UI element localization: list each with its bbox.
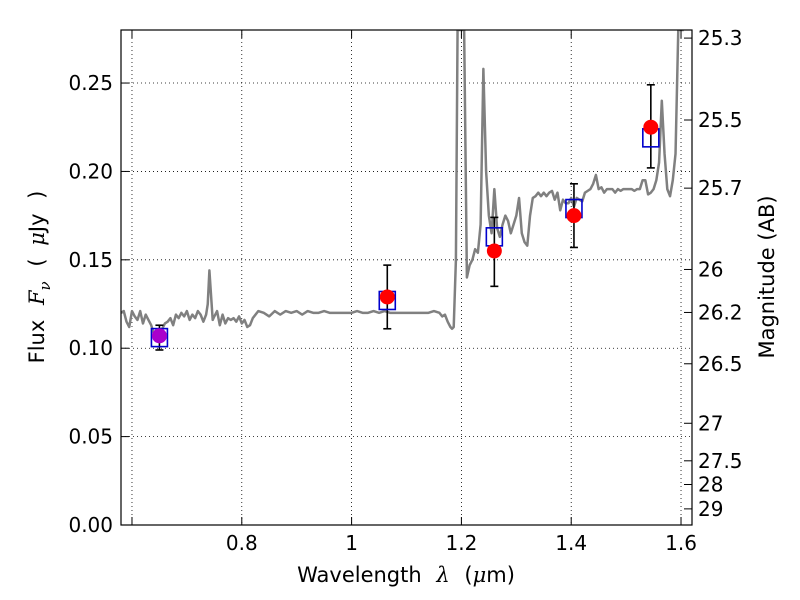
plot-frame xyxy=(120,29,693,526)
y-tick-label: 0.15 xyxy=(68,248,113,272)
x-tick-label: 0.8 xyxy=(226,531,258,555)
x-tick-label: 1.6 xyxy=(665,531,697,555)
observed-point xyxy=(643,119,659,135)
y-axis-unit-close: ) xyxy=(25,191,49,199)
spectrum-line xyxy=(121,30,684,343)
y-tick-label: 0.00 xyxy=(68,513,113,537)
y2-tick-label: 26.5 xyxy=(698,352,743,376)
grid xyxy=(121,30,692,526)
y2-tick-label: 28 xyxy=(698,473,723,497)
spectrum-layer xyxy=(121,30,684,343)
x-axis-title: Wavelength λ (μm) xyxy=(297,563,515,587)
y2-tick-label: 25.3 xyxy=(698,26,743,50)
y-tick-label: 0.20 xyxy=(68,159,113,183)
x-axis-unit-mu: μ xyxy=(473,563,487,587)
y-tick-label: 0.05 xyxy=(68,425,113,449)
y2-tick-label: 25.7 xyxy=(698,176,743,200)
y2-tick-label: 26 xyxy=(698,257,723,281)
x-tick-label: 1 xyxy=(345,531,358,555)
y2-tick-label: 27.5 xyxy=(698,449,743,473)
x-axis-title-text: Wavelength xyxy=(297,563,422,587)
y-tick-label: 0.10 xyxy=(68,336,113,360)
x-axis-unit-rest: m) xyxy=(486,563,515,587)
y-axis-title-text: Flux xyxy=(25,320,49,364)
y-axis-symbol-sub: ν xyxy=(36,281,54,290)
x-tick-label: 1.4 xyxy=(555,531,587,555)
y-axis-unit-open: ( xyxy=(25,258,49,266)
points-layer xyxy=(150,84,660,351)
observed-point xyxy=(486,243,502,259)
y-tick-label: 0.25 xyxy=(68,71,113,95)
y2-tick-label: 26.2 xyxy=(698,300,743,324)
y-axis-symbol: F xyxy=(25,289,49,306)
observed-point xyxy=(379,289,395,305)
ticks-layer: 0.8 1 1.2 1.4 1.6 0.00 0.05 0.10 0.15 0.20 0.25 25.… xyxy=(68,26,742,555)
x-axis-unit-open: ( xyxy=(464,563,472,587)
y-axis-unit-mu: μ xyxy=(25,232,49,246)
y2-tick-label: 25.5 xyxy=(698,108,743,132)
observed-point xyxy=(566,208,582,224)
y-axis-unit-rest: Jy xyxy=(25,213,49,234)
y-axis-title: Flux Fν ( μJy ) xyxy=(25,191,55,364)
observed-point xyxy=(151,328,167,344)
y2-tick-label: 29 xyxy=(698,497,723,521)
y2-tick-label: 27 xyxy=(698,411,723,435)
y2-axis-title: Magnitude (AB) xyxy=(755,195,779,358)
x-tick-label: 1.2 xyxy=(445,531,477,555)
x-axis-symbol: λ xyxy=(435,563,449,587)
